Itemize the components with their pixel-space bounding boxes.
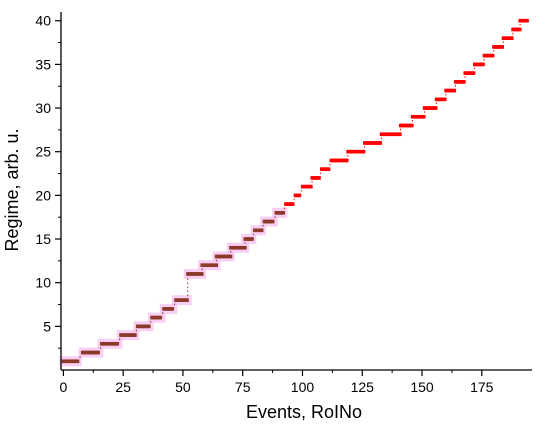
step-connector <box>117 334 122 344</box>
x-tick-label: 125 <box>351 379 375 395</box>
data-point <box>410 123 414 128</box>
data-point <box>443 97 447 102</box>
data-point <box>452 88 457 93</box>
step-connector <box>328 160 332 170</box>
x-tick-label: 0 <box>59 379 67 395</box>
data-point <box>422 114 426 119</box>
step-connector <box>261 221 265 231</box>
data-point <box>200 272 204 276</box>
y-tick-label: 25 <box>35 144 51 160</box>
data-point <box>291 202 295 206</box>
y-axis-label: Regime, arb. u. <box>2 128 22 251</box>
step-connector <box>160 308 165 318</box>
x-tick-label: 50 <box>175 379 191 395</box>
y-tick-label: 10 <box>35 275 51 291</box>
y-tick-label: 30 <box>35 100 51 116</box>
data-point <box>398 132 402 137</box>
data-point <box>229 254 233 259</box>
data-point <box>147 324 151 329</box>
step-connector-layer <box>77 20 521 362</box>
data-point <box>472 71 476 75</box>
data-point <box>462 80 466 84</box>
data-point <box>250 237 254 241</box>
step-connector <box>134 326 138 336</box>
y-tick-label: 15 <box>35 231 51 247</box>
y-tick-label: 5 <box>43 318 51 334</box>
data-point <box>525 18 529 23</box>
data-point <box>96 350 100 355</box>
step-connector <box>251 230 256 240</box>
data-point <box>243 245 247 250</box>
y-tick-label: 35 <box>35 56 51 72</box>
x-axis-label: Events, RoINo <box>246 402 362 422</box>
x-tick-label: 25 <box>115 379 131 395</box>
step-connector <box>98 343 103 353</box>
data-point <box>434 106 438 110</box>
data-point <box>260 228 264 233</box>
data-point <box>281 211 285 215</box>
data-point-layer <box>61 18 529 364</box>
data-point <box>317 176 321 180</box>
data-point <box>115 342 120 346</box>
data-point <box>345 158 349 163</box>
data-point <box>133 333 137 337</box>
data-point <box>362 149 366 154</box>
step-connector <box>273 212 277 222</box>
data-point <box>76 359 80 364</box>
step-connector <box>172 300 177 310</box>
x-tick-label: 175 <box>470 379 494 395</box>
x-tick-label: 75 <box>235 379 251 395</box>
axes-layer: 0 25 50 75 100 125 150 175 5 10 15 20 25 30 35 40 <box>35 12 532 395</box>
step-connector <box>282 203 287 213</box>
data-point <box>309 184 313 189</box>
data-point <box>158 315 163 320</box>
step-connector <box>299 186 303 196</box>
y-tick-label: 20 <box>35 187 51 203</box>
data-point <box>170 307 175 311</box>
data-point <box>510 36 514 40</box>
data-point <box>327 167 331 171</box>
data-point <box>500 45 504 49</box>
data-point <box>518 27 522 32</box>
data-point <box>298 193 302 198</box>
y-tick-label: 40 <box>35 13 51 29</box>
x-tick-label: 100 <box>291 379 315 395</box>
data-point <box>378 141 383 145</box>
data-point <box>214 263 219 268</box>
data-point <box>271 219 275 224</box>
x-tick-label: 150 <box>410 379 434 395</box>
data-point <box>481 62 485 67</box>
step-connector <box>318 169 323 179</box>
step-connector <box>292 195 296 205</box>
step-connector <box>148 317 153 327</box>
data-point <box>185 298 189 302</box>
data-point <box>491 53 495 58</box>
